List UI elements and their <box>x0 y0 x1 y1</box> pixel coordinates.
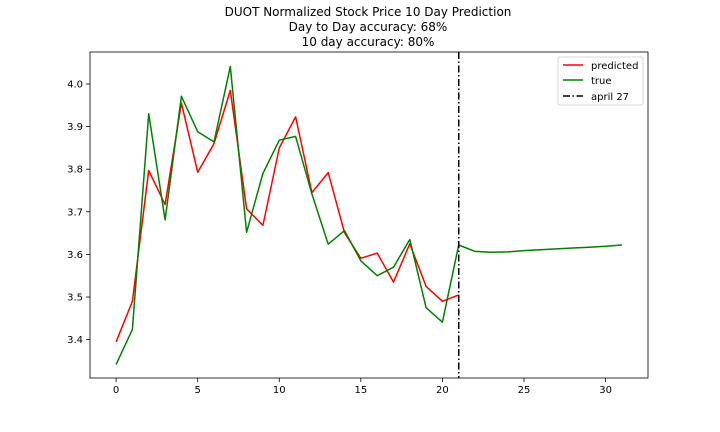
y-tick-label: 3.9 <box>67 122 83 133</box>
y-tick-label: 3.6 <box>67 250 83 261</box>
chart-title: DUOT Normalized Stock Price 10 Day Predi… <box>225 5 512 19</box>
y-tick-label: 4.0 <box>67 79 83 90</box>
legend-label-true: true <box>591 76 612 87</box>
x-tick-label: 10 <box>273 385 286 396</box>
legend-box <box>557 56 644 106</box>
y-tick-label: 3.5 <box>67 293 83 304</box>
x-tick-label: 20 <box>436 385 449 396</box>
x-tick-label: 5 <box>194 385 200 396</box>
chart-subtitle-line-1: Day to Day accuracy: 68% <box>289 20 448 34</box>
y-tick-label: 3.7 <box>67 207 83 218</box>
legend-label-predicted: predicted <box>591 61 638 72</box>
series-line-true <box>115 65 622 365</box>
axis-ticks: 0 5 10 15 20 25 30 3.4 3.5 3.6 3.7 3.8 3.9 4.0 <box>67 79 612 396</box>
x-tick-label: 0 <box>113 385 119 396</box>
plot-area-frame <box>89 51 649 379</box>
x-tick-label: 25 <box>518 385 531 396</box>
series-lines <box>115 52 622 378</box>
y-tick-label: 3.4 <box>67 335 83 346</box>
legend: predicted true april 27 <box>557 56 644 106</box>
y-tick-label: 3.8 <box>67 165 83 176</box>
x-tick-label: 30 <box>599 385 612 396</box>
chart-subtitle-line-2: 10 day accuracy: 80% <box>302 35 435 49</box>
legend-label-april-27: april 27 <box>591 92 629 103</box>
x-tick-label: 15 <box>354 385 367 396</box>
